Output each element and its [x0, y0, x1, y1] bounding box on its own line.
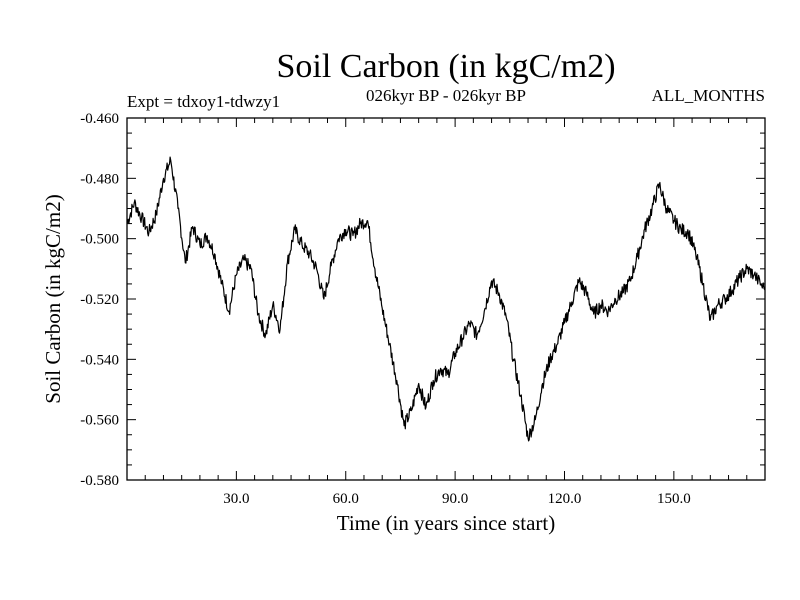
- x-tick-label: 30.0: [223, 491, 249, 507]
- y-tick-label: -0.500: [80, 232, 119, 248]
- y-axis-label: Soil Carbon (in kgC/m2): [41, 194, 65, 403]
- y-tick-label: -0.480: [80, 171, 119, 187]
- plot-frame: [126, 117, 766, 481]
- months-label: ALL_MONTHS: [652, 86, 765, 105]
- y-tick-label: -0.580: [80, 473, 119, 489]
- period-label: 026kyr BP - 026kyr BP: [366, 86, 526, 105]
- experiment-label: Expt = tdxoy1-tdwzy1: [127, 92, 280, 111]
- chart-title: Soil Carbon (in kgC/m2): [276, 48, 615, 85]
- x-tick-label: 150.0: [657, 491, 691, 507]
- y-tick-label: -0.560: [80, 413, 119, 429]
- x-tick-label: 120.0: [548, 491, 582, 507]
- y-tick-label: -0.540: [80, 352, 119, 368]
- x-tick-label: 90.0: [442, 491, 468, 507]
- series-line: [126, 156, 766, 442]
- x-axis-label: Time (in years since start): [337, 511, 556, 535]
- y-tick-label: -0.520: [80, 292, 119, 308]
- y-axis-ticks: -0.460 -0.480 -0.500 -0.520 -0.540 -0.560 -0.5…: [80, 111, 765, 489]
- x-axis-ticks: 30.0 60.0 90.0 120.0 150.0: [144, 118, 748, 507]
- y-tick-label: -0.460: [80, 111, 119, 127]
- x-tick-label: 60.0: [333, 491, 359, 507]
